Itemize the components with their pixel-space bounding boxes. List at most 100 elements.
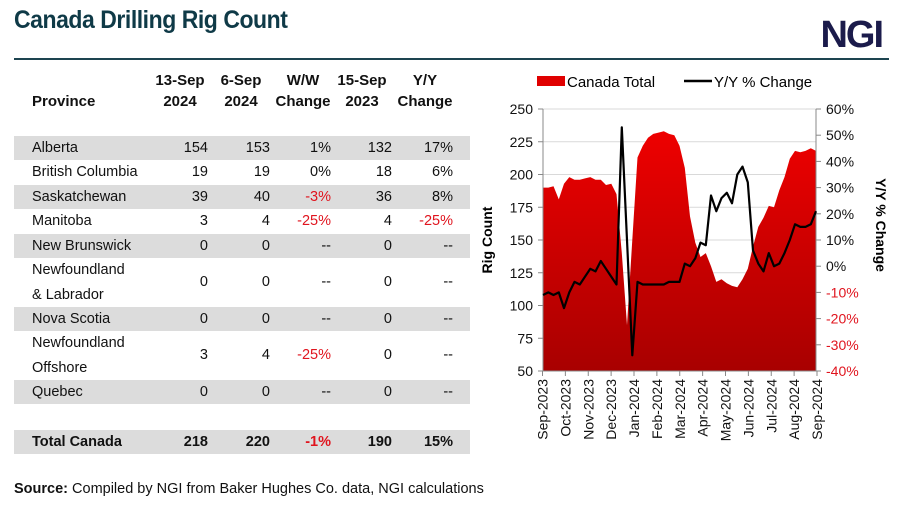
cell-cur: 19 xyxy=(191,164,208,180)
cell-prev: 0 xyxy=(261,238,270,254)
cell-ww: -- xyxy=(321,238,331,254)
cell-cur: 0 xyxy=(199,311,208,327)
left-axis-title: Rig Count xyxy=(479,206,495,273)
province-name: Total Canada xyxy=(32,434,122,450)
x-tick-label: Jan-2024 xyxy=(626,379,642,438)
cell-yy: -- xyxy=(443,311,453,327)
province-name: Alberta xyxy=(32,140,78,156)
source-text: Compiled by NGI from Baker Hughes Co. da… xyxy=(68,481,484,497)
cell-cur: 0 xyxy=(199,274,208,290)
column-header-line1: W/W xyxy=(286,72,320,89)
column-header-line1: 6-Sep xyxy=(220,72,262,89)
cell-yago: 0 xyxy=(383,238,392,254)
cell-yy: 8% xyxy=(432,189,453,205)
x-tick-label: Dec-2023 xyxy=(603,379,619,440)
column-header-line2: 2023 xyxy=(345,93,379,110)
yy-change-line xyxy=(542,126,818,357)
table-row: British Columbia 19 19 0% 18 6% xyxy=(14,160,470,185)
cell-yago: 18 xyxy=(375,164,392,180)
province-name: Quebec xyxy=(32,384,83,400)
total-cur: 218 xyxy=(183,434,208,450)
cell-ww: 0% xyxy=(310,164,331,180)
right-axis-title: Y/Y % Change xyxy=(873,178,889,272)
column-header-line1: 15-Sep xyxy=(337,72,387,89)
cell-prev: 19 xyxy=(253,164,270,180)
total-yy: 15% xyxy=(423,434,453,450)
left-tick-label: 100 xyxy=(510,298,534,314)
legend-canada-total: Canada Total xyxy=(567,74,655,91)
cell-prev: 0 xyxy=(261,274,270,290)
cell-ww: -- xyxy=(321,311,331,327)
left-tick-label: 250 xyxy=(510,101,534,117)
left-tick-label: 150 xyxy=(510,232,534,248)
right-tick-label: 0% xyxy=(826,258,846,274)
cell-ww: -25% xyxy=(297,347,331,363)
cell-ww: -- xyxy=(321,384,331,400)
province-name: New Brunswick xyxy=(32,238,132,254)
cell-prev: 0 xyxy=(261,311,270,327)
ngi-logo: NGI xyxy=(820,14,884,56)
table-row: Quebec 0 0 -- 0 -- xyxy=(14,380,470,404)
table-row: New Brunswick 0 0 -- 0 -- xyxy=(14,234,470,258)
canada-total-area xyxy=(543,131,816,371)
right-tick-label: -40% xyxy=(826,363,859,379)
column-header-line2: 2024 xyxy=(163,93,197,110)
right-tick-label: 30% xyxy=(826,180,854,196)
column-header-line1: Y/Y xyxy=(412,72,438,89)
province-name: Nova Scotia xyxy=(32,311,111,327)
cell-yago: 0 xyxy=(383,384,392,400)
cell-yago: 0 xyxy=(383,347,392,363)
header-province: Province xyxy=(32,93,96,110)
x-tick-label: Jun-2024 xyxy=(740,379,756,438)
right-tick-label: -10% xyxy=(826,284,859,300)
total-prev: 220 xyxy=(245,434,270,450)
column-header-line1: 13-Sep xyxy=(155,72,205,89)
left-tick-label: 200 xyxy=(510,167,534,183)
left-tick-label: 50 xyxy=(517,363,533,379)
column-header: Y/Y Change xyxy=(385,70,465,112)
x-tick-label: Nov-2023 xyxy=(580,379,596,440)
cell-yy: -25% xyxy=(419,213,453,229)
cell-cur: 154 xyxy=(183,140,208,156)
x-tick-label: Sep-2023 xyxy=(535,379,551,440)
cell-prev: 40 xyxy=(253,189,270,205)
title-divider xyxy=(14,58,889,60)
cell-prev: 0 xyxy=(261,384,270,400)
cell-yy: 6% xyxy=(432,164,453,180)
left-tick-label: 175 xyxy=(510,199,534,215)
cell-cur: 3 xyxy=(199,347,208,363)
right-tick-label: 50% xyxy=(826,127,854,143)
table-row: Alberta 154 153 1% 132 17% xyxy=(14,136,470,160)
total-yago: 190 xyxy=(367,434,392,450)
cell-cur: 0 xyxy=(199,384,208,400)
province-name: Manitoba xyxy=(32,213,92,229)
right-tick-label: -30% xyxy=(826,337,859,353)
column-header: 6-Sep 2024 xyxy=(201,70,281,112)
x-tick-label: Oct-2023 xyxy=(557,379,573,437)
x-tick-label: May-2024 xyxy=(718,379,734,441)
column-header-line2: 2024 xyxy=(224,93,258,110)
cell-ww: 1% xyxy=(310,140,331,156)
cell-ww: -3% xyxy=(305,189,331,205)
cell-yy: -- xyxy=(443,238,453,254)
column-header: W/W Change xyxy=(263,70,343,112)
legend-yy-change: Y/Y % Change xyxy=(714,74,812,91)
province-name: British Columbia xyxy=(32,164,138,180)
table-row: Newfoundland Offshore 3 4 -25% 0 -- xyxy=(14,331,470,380)
table-row: Manitoba 3 4 -25% 4 -25% xyxy=(14,209,470,234)
total-row: Total Canada 218 220 -1% 190 15% xyxy=(14,430,470,454)
source-label: Source: xyxy=(14,481,68,497)
page-title: Canada Drilling Rig Count xyxy=(14,6,288,34)
left-tick-label: 75 xyxy=(517,330,533,346)
x-tick-label: Mar-2024 xyxy=(672,379,688,439)
column-header-line2: Change xyxy=(275,93,331,110)
table-row: Saskatchewan 39 40 -3% 36 8% xyxy=(14,185,470,209)
cell-yago: 0 xyxy=(383,274,392,290)
cell-yy: 17% xyxy=(423,140,453,156)
x-tick-label: Feb-2024 xyxy=(649,379,665,439)
right-tick-label: 40% xyxy=(826,153,854,169)
cell-cur: 3 xyxy=(199,213,208,229)
cell-yago: 0 xyxy=(383,311,392,327)
right-tick-label: 20% xyxy=(826,206,854,222)
